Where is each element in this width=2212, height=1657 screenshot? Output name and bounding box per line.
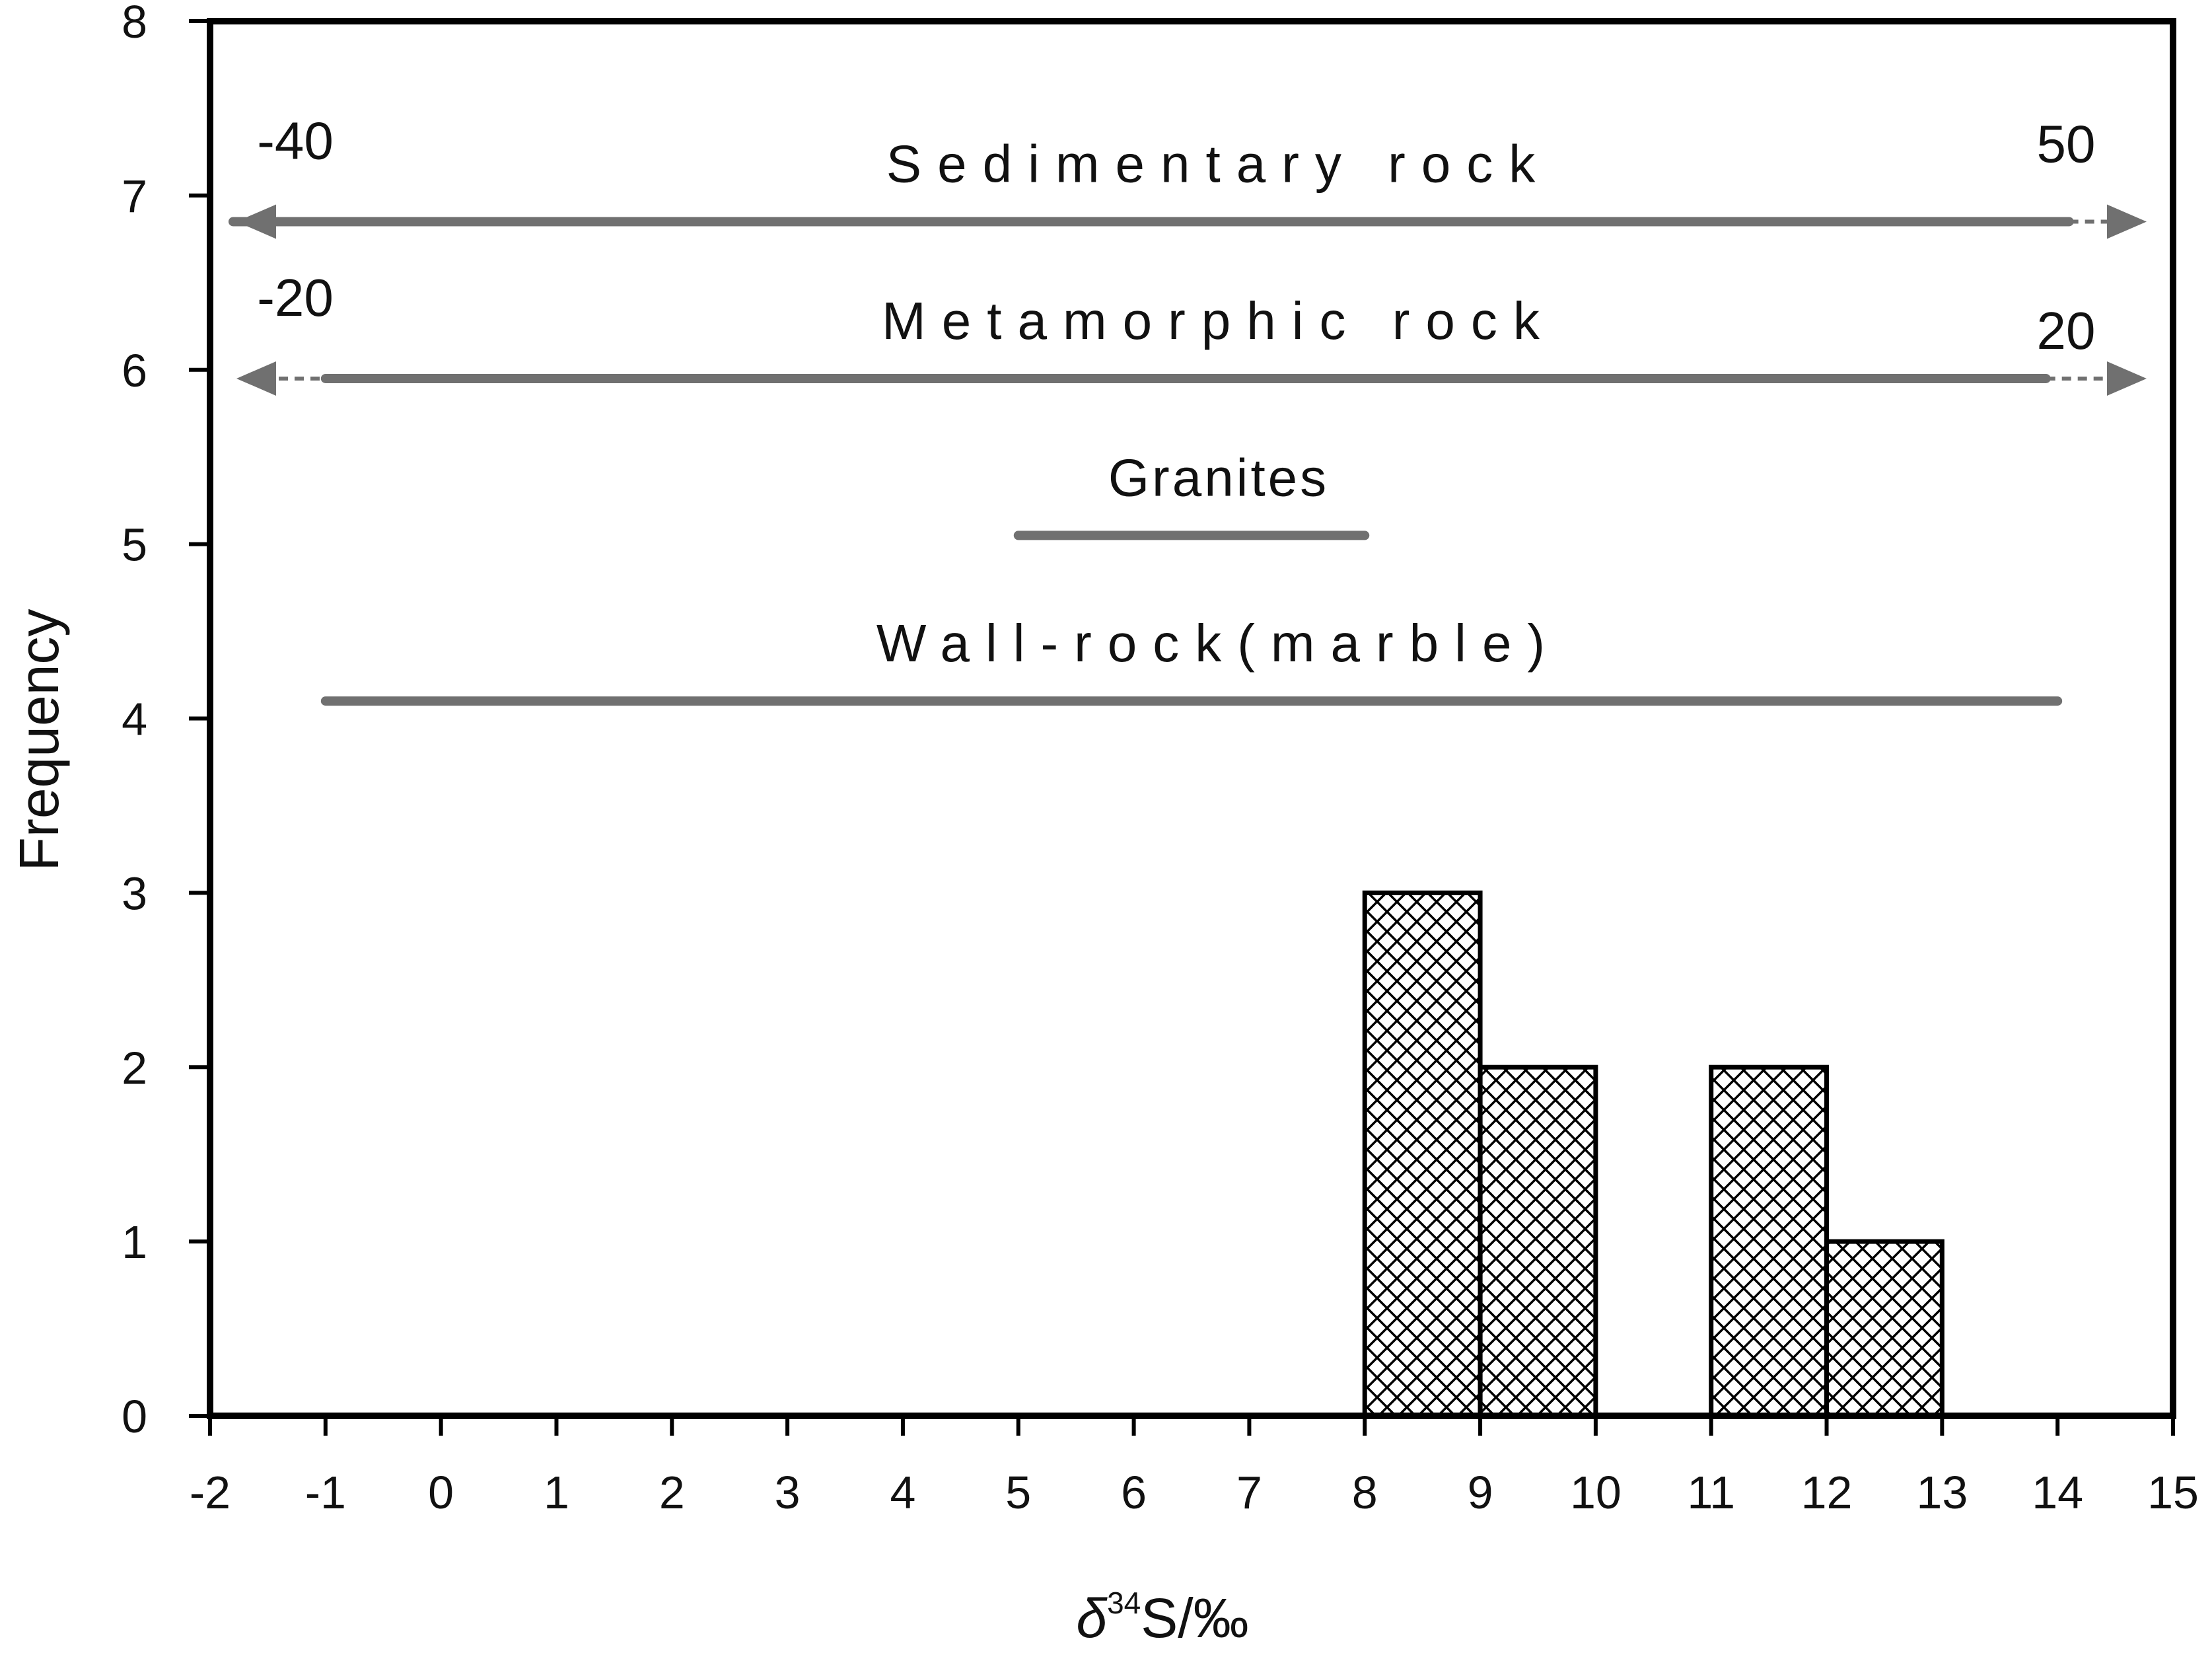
x-tick-label: 3 bbox=[775, 1467, 801, 1518]
x-tick-label: 11 bbox=[1687, 1467, 1735, 1518]
range-label: Metamorphic rock bbox=[882, 291, 1555, 350]
y-tick-label: 8 bbox=[122, 0, 147, 48]
arrow-left-icon bbox=[236, 361, 276, 396]
range-max-label: 20 bbox=[2037, 301, 2096, 360]
histogram-bar-4 bbox=[1824, 1239, 1944, 1418]
x-tick-label: 8 bbox=[1352, 1467, 1378, 1518]
x-tick-label: 9 bbox=[1468, 1467, 1493, 1518]
x-tick-label: 4 bbox=[890, 1467, 915, 1518]
reference-ranges: Sedimentary rock -40 50 Metamorphic rock -20… bbox=[228, 111, 2147, 706]
x-tick-label: 13 bbox=[1916, 1467, 1968, 1518]
y-tick-label: 3 bbox=[122, 867, 147, 919]
range-sedimentary-rock: Sedimentary rock -40 50 bbox=[228, 111, 2147, 239]
range-label: Wall-rock(marble) bbox=[876, 614, 1561, 673]
range-max-label: 50 bbox=[2037, 114, 2096, 173]
x-tick-label: 12 bbox=[1801, 1467, 1853, 1518]
x-tick-label: -2 bbox=[190, 1467, 231, 1518]
range-wall-rock-marble: Wall-rock(marble) bbox=[320, 614, 2063, 706]
x-axis-title-delta: δ bbox=[1076, 1587, 1108, 1649]
x-tick-label: 14 bbox=[2032, 1467, 2083, 1518]
y-tick-label: 6 bbox=[122, 345, 147, 396]
y-tick-label: 7 bbox=[122, 170, 147, 222]
range-metamorphic-rock: Metamorphic rock -20 20 bbox=[236, 268, 2147, 396]
x-tick-label: 1 bbox=[544, 1467, 569, 1518]
x-tick-label: 6 bbox=[1121, 1467, 1147, 1518]
x-tick-label: -1 bbox=[305, 1467, 346, 1518]
bars-layer bbox=[1362, 890, 1944, 1418]
histogram-bar-3 bbox=[1709, 1064, 1830, 1418]
y-axis-title: Frequency bbox=[8, 609, 70, 871]
x-axis-title-superscript: 34 bbox=[1107, 1586, 1141, 1620]
arrow-right-icon bbox=[2107, 361, 2147, 396]
y-tick-label: 1 bbox=[122, 1216, 147, 1268]
y-tick-label: 5 bbox=[122, 519, 147, 571]
arrow-left-icon bbox=[236, 204, 276, 239]
x-tick-label: 5 bbox=[1005, 1467, 1031, 1518]
y-tick-label: 4 bbox=[122, 694, 147, 745]
x-axis-title-suffix: S/‰ bbox=[1141, 1587, 1248, 1649]
x-tick-label: 2 bbox=[659, 1467, 685, 1518]
x-tick-label: 0 bbox=[428, 1467, 454, 1518]
histogram-bar-1 bbox=[1362, 890, 1483, 1418]
histogram-bar-2 bbox=[1478, 1064, 1598, 1418]
arrow-right-icon bbox=[2107, 204, 2147, 239]
x-axis-title: δ34S/‰ bbox=[1076, 1586, 1248, 1649]
x-tick-label: 7 bbox=[1236, 1467, 1262, 1518]
x-tick-label: 15 bbox=[2147, 1467, 2199, 1518]
range-label: Sedimentary rock bbox=[886, 134, 1551, 193]
y-tick-label: 0 bbox=[122, 1391, 147, 1442]
range-min-label: -20 bbox=[257, 268, 334, 327]
x-tick-label: 10 bbox=[1570, 1467, 1622, 1518]
range-label: Granites bbox=[1108, 448, 1329, 507]
range-granites: Granites bbox=[1013, 448, 1370, 540]
y-tick-label: 2 bbox=[122, 1042, 147, 1093]
plot-frame bbox=[207, 18, 2176, 1419]
range-min-label: -40 bbox=[257, 111, 334, 170]
